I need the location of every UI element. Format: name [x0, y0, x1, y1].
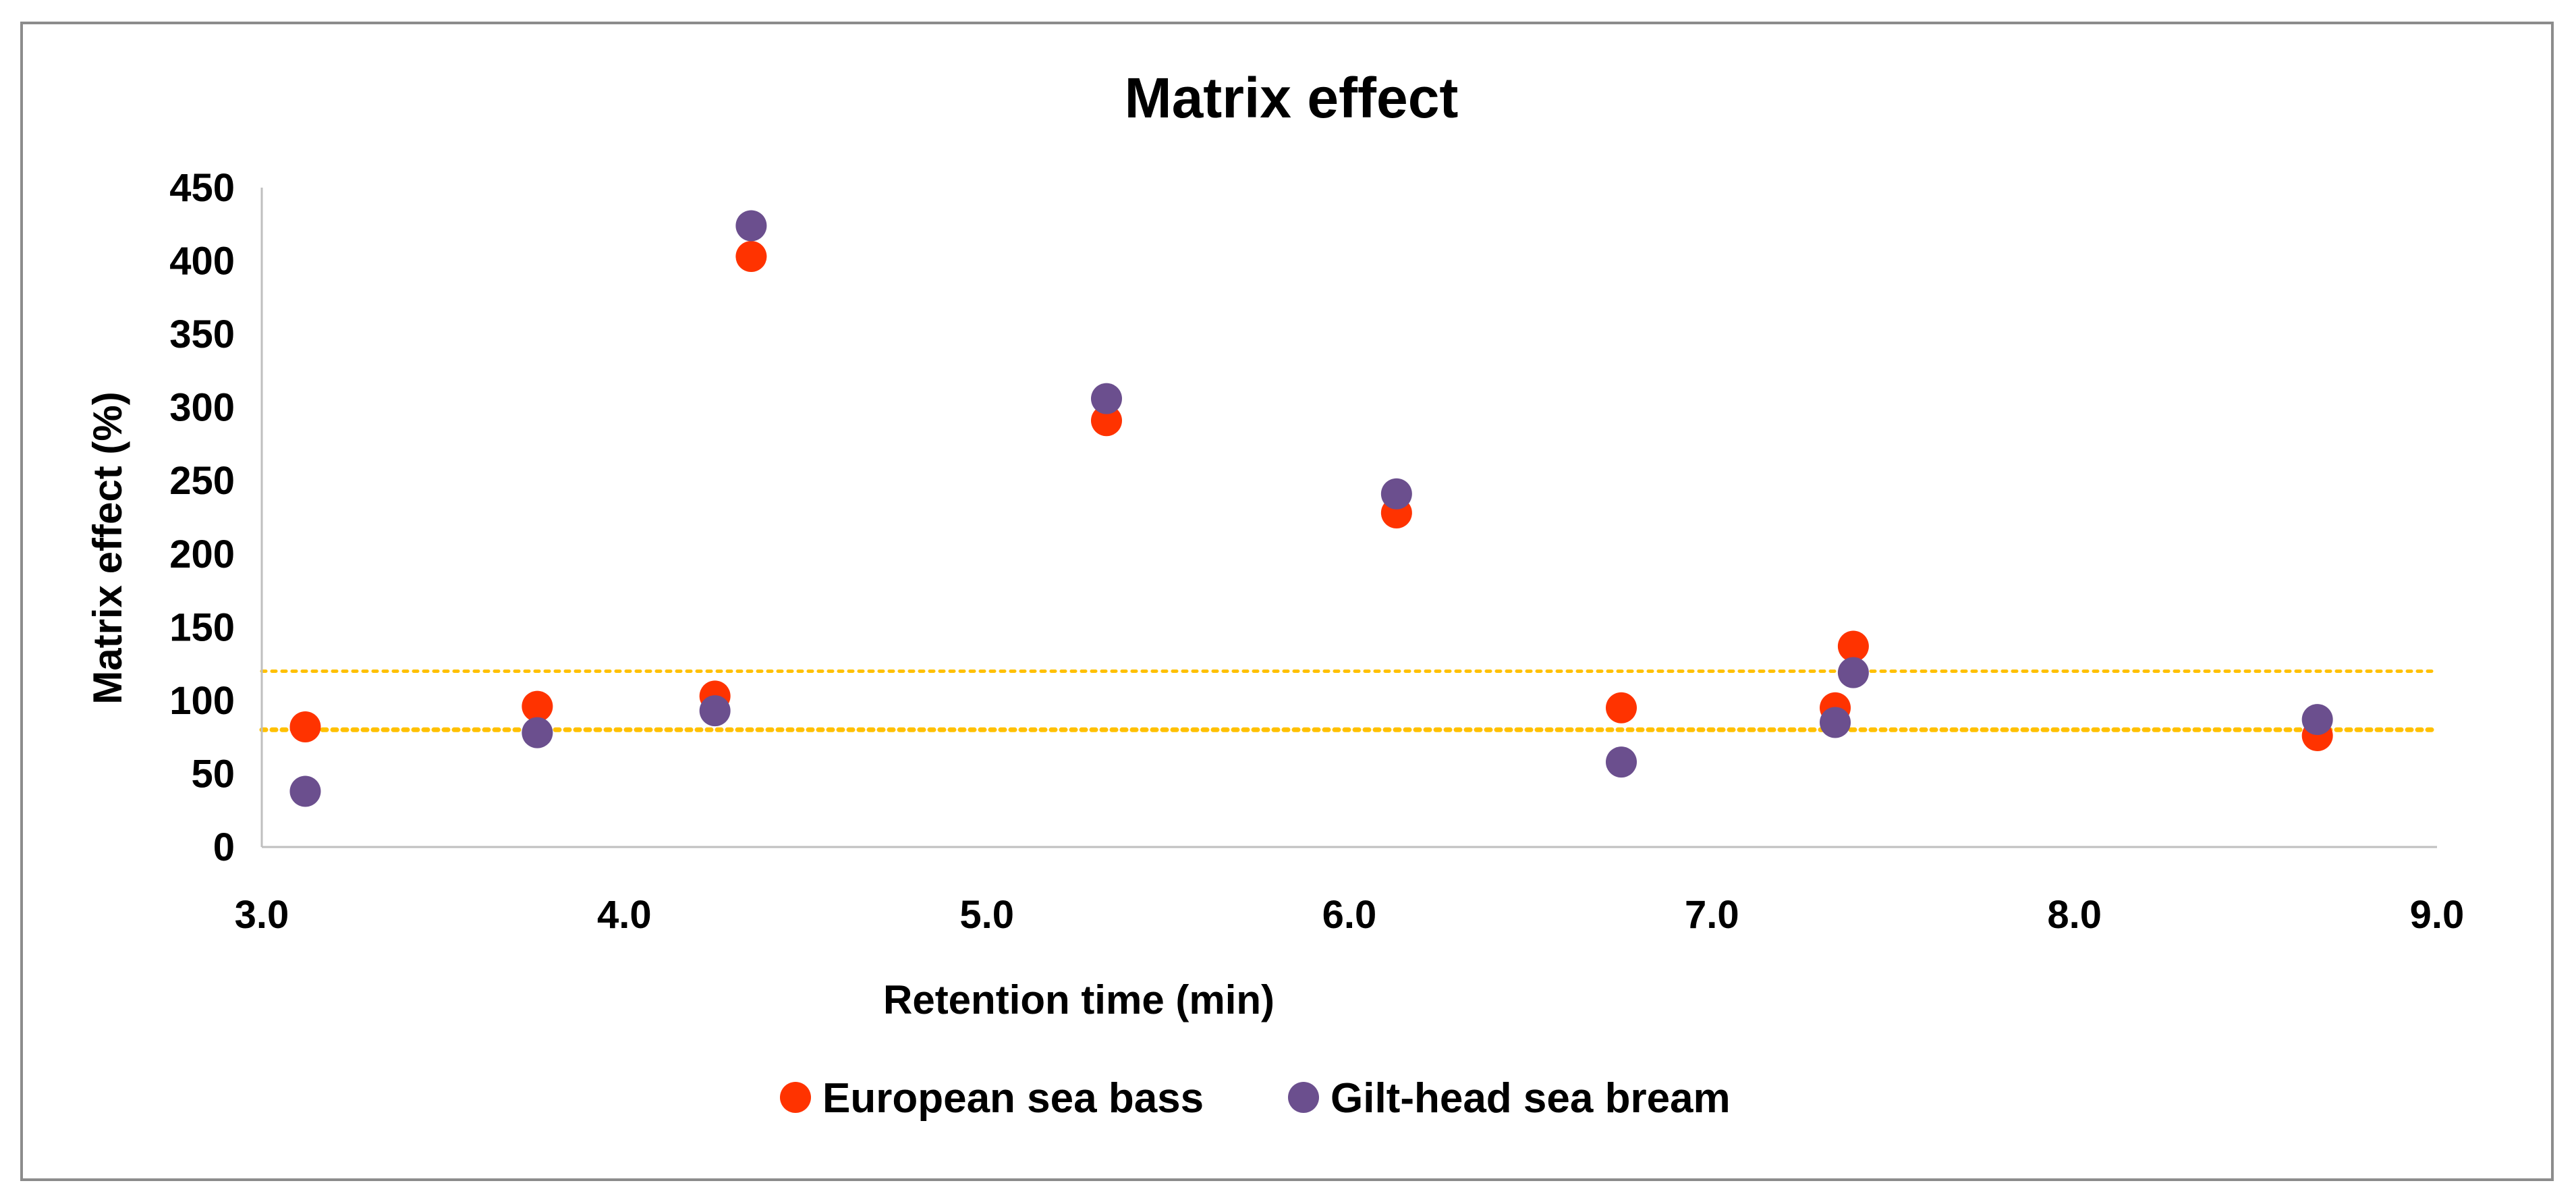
sea-bass-point [1090, 405, 1122, 437]
sea-bream-point [1820, 707, 1851, 738]
y-tick-label: 0 [213, 825, 235, 869]
y-axis-label: Matrix effect (%) [85, 391, 130, 704]
y-tick-label: 300 [169, 386, 235, 430]
scatter-chart: Matrix effect 0 50 100 150 200 250 300 350 400 45… [85, 66, 2465, 1122]
sea-bass-point [735, 241, 767, 273]
sea-bream-point [735, 210, 767, 242]
x-tick-label: 9.0 [2410, 893, 2465, 937]
x-tick-label: 3.0 [235, 893, 289, 937]
chart-frame: Matrix effect 0 50 100 150 200 250 300 350 400 45… [20, 22, 2554, 1181]
sea-bream-point [289, 775, 321, 807]
sea-bream-point [522, 717, 553, 748]
y-tick-label: 250 [169, 459, 235, 503]
sea-bream-point [1837, 657, 1869, 688]
legend-label-sea-bass: European sea bass [822, 1075, 1204, 1122]
y-tick-label: 100 [169, 679, 235, 723]
legend-marker-sea-bream [1288, 1082, 1319, 1113]
sea-bream-point [699, 695, 731, 727]
y-tick-label: 450 [169, 166, 235, 210]
y-tick-label: 50 [191, 752, 235, 796]
y-tick-label: 400 [169, 240, 235, 283]
y-tick-label: 200 [169, 532, 235, 576]
x-tick-label: 7.0 [1685, 893, 1739, 937]
x-axis-label: Retention time (min) [883, 977, 1275, 1022]
sea-bream-point [1606, 746, 1637, 778]
y-tick-label: 350 [169, 312, 235, 356]
sea-bass-point [522, 690, 553, 722]
y-tick-label: 150 [169, 605, 235, 649]
x-tick-label: 6.0 [1322, 893, 1377, 937]
sea-bream-point [2301, 704, 2333, 736]
x-tick-label: 4.0 [597, 893, 652, 937]
sea-bass-point [289, 711, 321, 742]
legend: European sea bass Gilt-head sea bream [780, 1075, 1731, 1122]
legend-label-sea-bream: Gilt-head sea bream [1331, 1075, 1731, 1122]
x-tick-label: 5.0 [959, 893, 1014, 937]
legend-marker-sea-bass [780, 1082, 811, 1113]
chart-title: Matrix effect [1125, 66, 1459, 130]
x-tick-label: 8.0 [2047, 893, 2102, 937]
sea-bream-point [1090, 383, 1122, 414]
sea-bass-point [1837, 630, 1869, 662]
sea-bream-point [1380, 478, 1412, 510]
sea-bass-point [1606, 692, 1637, 723]
